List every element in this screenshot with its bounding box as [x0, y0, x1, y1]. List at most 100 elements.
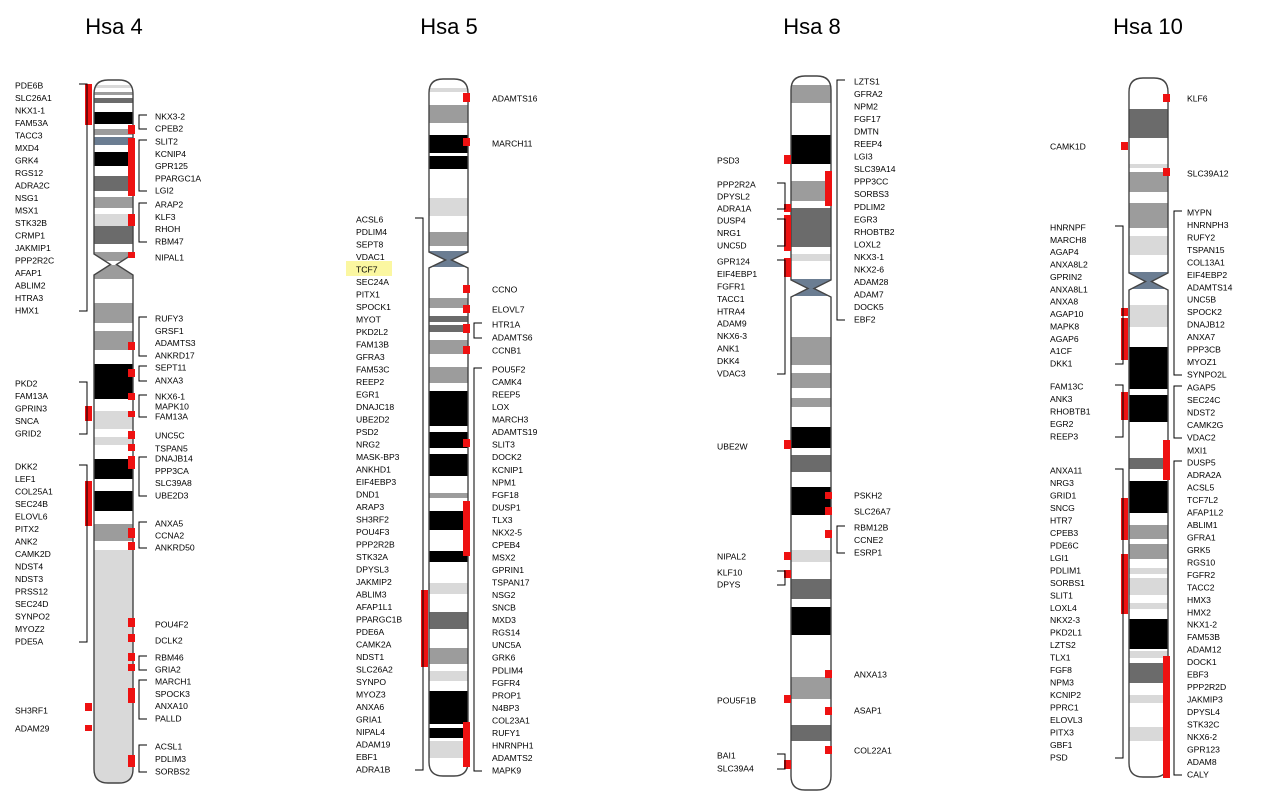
- gene-label: TACC2: [1187, 582, 1215, 592]
- cytoband: [791, 164, 831, 181]
- gene-label: FGFR2: [1187, 570, 1215, 580]
- gene-label: KCNIP2: [1050, 690, 1081, 700]
- label-bracket: [1115, 225, 1124, 365]
- gene-label: SNCA: [15, 416, 39, 426]
- gene-label: CAMK4: [492, 377, 522, 387]
- gene-label: PROP1: [492, 690, 521, 700]
- gene-label: AFAP1: [15, 268, 42, 278]
- locus-mark: [1121, 554, 1128, 614]
- gene-label-group: PSD3: [717, 156, 740, 166]
- gene-label: KLF6: [1187, 94, 1208, 104]
- cytoband: [94, 550, 133, 783]
- locus-mark: [784, 552, 791, 560]
- gene-label: DCLK2: [155, 636, 183, 646]
- gene-label-group: MXI1: [1187, 446, 1207, 456]
- gene-label: RGS14: [492, 628, 520, 638]
- gene-label-group: RBM46 GRIA2: [138, 653, 184, 675]
- gene-label: HTR1A: [492, 320, 520, 330]
- gene-label: ABLIM2: [15, 281, 46, 291]
- gene-label: KLF3: [155, 212, 176, 222]
- gene-label: SORBS1: [1050, 578, 1085, 588]
- gene-label: PPARGC1B: [356, 615, 402, 625]
- cytoband: [429, 664, 468, 671]
- cytoband: [791, 135, 831, 164]
- gene-label: TACC3: [15, 131, 43, 141]
- gene-label: LOXL4: [1050, 603, 1077, 613]
- gene-label-group: BAI1 SLC39A4: [717, 751, 786, 774]
- gene-label: PSKH2: [854, 491, 882, 501]
- label-bracket: [836, 79, 845, 321]
- cytoband: [429, 340, 468, 354]
- cytoband: [94, 445, 133, 459]
- label-bracket: [138, 394, 147, 418]
- gene-label: UNC5A: [492, 640, 521, 650]
- gene-label: FAM13A: [15, 391, 48, 401]
- label-bracket: [138, 365, 147, 382]
- gene-label: NKX3-2: [155, 112, 185, 122]
- cytoband: [429, 135, 468, 153]
- cytoband: [94, 88, 133, 92]
- locus-mark: [128, 214, 135, 226]
- gene-label: MXD3: [492, 615, 516, 625]
- gene-label: ASAP1: [854, 706, 882, 716]
- locus-mark: [128, 634, 135, 642]
- gene-label: GPR123: [1187, 745, 1220, 755]
- gene-label: NRG3: [1050, 478, 1074, 488]
- gene-label: KLF10: [717, 568, 743, 578]
- gene-label: SORBS3: [854, 189, 889, 199]
- gene-label: ANK2: [15, 537, 38, 547]
- gene-label: STK32C: [1187, 720, 1219, 730]
- cytoband: [1129, 568, 1168, 574]
- gene-label: NIPAL2: [717, 552, 746, 562]
- gene-label: DPYSL3: [356, 565, 389, 575]
- gene-label-group: NIPAL1: [155, 253, 184, 263]
- gene-label: UNC5C: [155, 431, 185, 441]
- gene-label-group: COL22A1: [854, 746, 892, 756]
- gene-label: POU4F2: [155, 620, 189, 630]
- gene-label: ACSL6: [356, 215, 383, 225]
- label-bracket: [473, 367, 482, 772]
- gene-label: DUSP1: [492, 502, 521, 512]
- gene-label: AGAP5: [1187, 383, 1216, 393]
- gene-label: NRG2: [356, 440, 380, 450]
- gene-label-group: DUSP4 NRG1 UNC5D: [717, 216, 786, 251]
- gene-label: SLC26A2: [356, 665, 393, 675]
- gene-label-group: DUSP5 ADRA2A ACSL5 TCF7L2 AFAP1L2 ABLIM1 GFRA1…: [1173, 458, 1226, 780]
- gene-label: ELOVL7: [492, 305, 525, 315]
- label-bracket: [1173, 385, 1182, 439]
- cytoband: [1129, 469, 1168, 481]
- gene-label: FGF18: [492, 490, 519, 500]
- label-bracket: [79, 381, 88, 435]
- gene-label-group: POU5F2 CAMK4 REEP5 LOX MARCH3 ADAMTS19 SLIT3 DO…: [473, 365, 538, 776]
- gene-label: COL25A1: [15, 487, 53, 497]
- chromosome-bands: [429, 79, 468, 776]
- gene-label: ANXA6: [356, 702, 384, 712]
- gene-label: PDLIM2: [854, 202, 885, 212]
- gene-label: LGI1: [1050, 553, 1069, 563]
- gene-label: PITX2: [15, 524, 39, 534]
- gene-label: TSPAN15: [1187, 245, 1225, 255]
- cytoband: [791, 296, 831, 322]
- gene-label-group: ADAMTS16: [492, 94, 538, 104]
- gene-label: SLC39A4: [717, 764, 754, 774]
- cytoband: [429, 454, 468, 476]
- gene-label: AGAP10: [1050, 309, 1084, 319]
- gene-label: SYNPO2L: [1187, 370, 1227, 380]
- locus-mark: [128, 653, 135, 661]
- cytoband: [791, 677, 831, 699]
- gene-label: NKX2-3: [1050, 615, 1080, 625]
- gene-label-group: POU4F2: [155, 620, 189, 630]
- gene-label: PDE6A: [356, 627, 384, 637]
- cytoband: [429, 758, 468, 776]
- gene-label-group: RBM12B CCNE2 ESRP1: [836, 523, 889, 558]
- locus-mark: [825, 670, 832, 678]
- locus-mark: [825, 507, 832, 515]
- locus-mark: [463, 439, 470, 447]
- gene-label: GFRA2: [854, 89, 883, 99]
- cytoband: [791, 725, 831, 741]
- gene-label: MARCH11: [492, 139, 533, 149]
- gene-label: ANXA5: [155, 519, 183, 529]
- gene-label: DUSP5: [1187, 458, 1216, 468]
- cytoband: [791, 455, 831, 472]
- gene-label: ADAMTS3: [155, 338, 196, 348]
